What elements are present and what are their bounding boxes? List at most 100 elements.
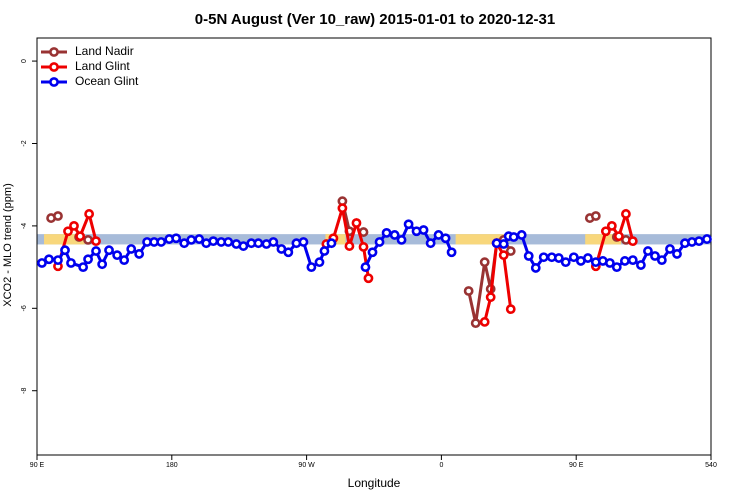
data-point — [156, 237, 167, 247]
data-point — [613, 231, 624, 242]
x-tick-label: 90 W — [298, 462, 315, 469]
y-axis-label: XCO2 - MLO trend (ppm) — [2, 183, 14, 306]
data-point — [53, 255, 63, 265]
data-point — [319, 246, 330, 256]
data-point — [381, 228, 392, 238]
data-point — [530, 263, 541, 273]
data-point — [627, 255, 638, 265]
data-point — [37, 258, 47, 268]
data-point — [119, 255, 130, 265]
data-point — [508, 232, 519, 242]
data-point — [605, 258, 615, 268]
legend-label: Land Glint — [75, 59, 130, 73]
data-point — [194, 234, 205, 244]
data-point — [306, 262, 317, 273]
data-point — [665, 244, 675, 254]
x-tick-label: 90 E — [30, 462, 45, 469]
data-point — [374, 237, 385, 247]
band — [37, 234, 711, 245]
data-point — [363, 273, 374, 284]
data-point — [351, 218, 362, 228]
data-point — [104, 245, 114, 256]
data-point — [84, 209, 95, 219]
y-tick-label: -4 — [21, 223, 28, 229]
data-point — [600, 226, 611, 237]
data-point — [360, 262, 371, 273]
data-point — [344, 241, 355, 251]
y-tick-label: -8 — [21, 388, 28, 394]
data-point — [446, 247, 457, 258]
data-point — [97, 259, 108, 270]
data-point — [53, 211, 63, 221]
x-axis-label: Longitude — [348, 476, 401, 490]
data-point — [78, 262, 89, 273]
data-point — [186, 235, 197, 245]
data-point — [91, 246, 101, 256]
data-point — [553, 253, 564, 263]
data-point — [440, 233, 451, 244]
legend-marker — [49, 77, 59, 87]
data-point — [337, 203, 348, 214]
data-point — [367, 247, 378, 258]
data-point — [611, 262, 622, 273]
data-point — [568, 252, 579, 263]
data-point — [621, 209, 631, 219]
y-tick-label: -2 — [21, 140, 28, 146]
data-point — [516, 230, 527, 240]
data-point — [619, 256, 630, 266]
data-point — [63, 226, 73, 237]
y-tick-label: 0 — [21, 59, 28, 63]
x-tick-label: 540 — [705, 462, 717, 469]
data-point — [479, 257, 490, 268]
data-point — [403, 219, 414, 230]
legend-marker — [49, 47, 59, 57]
data-point — [656, 255, 667, 265]
legend-label: Ocean Glint — [75, 74, 139, 88]
data-point — [326, 238, 337, 249]
data-point — [694, 236, 704, 247]
legend-marker — [49, 62, 59, 72]
plot-frame — [36, 37, 712, 456]
data-point — [627, 236, 638, 247]
data-point — [44, 254, 54, 265]
data-point — [396, 235, 407, 245]
x-tick-label: 90 E — [569, 462, 584, 469]
data-point — [91, 236, 101, 247]
data-point — [83, 254, 93, 265]
data-point — [643, 246, 653, 256]
data-point — [498, 239, 509, 249]
data-point — [418, 225, 429, 235]
data-point — [672, 249, 682, 259]
data-point — [283, 247, 294, 258]
band — [455, 234, 506, 245]
data-point — [505, 304, 516, 315]
data-point — [358, 242, 369, 252]
data-point — [314, 257, 325, 268]
data-point — [505, 246, 516, 256]
data-point — [208, 236, 219, 247]
data-point — [485, 292, 496, 303]
data-point — [479, 317, 490, 327]
data-point — [171, 233, 182, 244]
data-point — [590, 211, 601, 221]
data-point — [470, 318, 481, 329]
x-tick-label: 180 — [166, 462, 178, 469]
data-point — [69, 220, 79, 231]
data-point — [389, 230, 400, 240]
data-point — [702, 234, 712, 244]
data-point — [60, 245, 70, 256]
y-tick-label: -6 — [21, 305, 28, 311]
data-point — [238, 241, 249, 251]
data-point — [298, 237, 309, 247]
legend-label: Land Nadir — [75, 44, 134, 58]
data-point — [636, 260, 646, 270]
data-point — [560, 257, 571, 268]
x-tick-label: 0 — [439, 462, 443, 469]
data-point — [134, 249, 145, 259]
data-point — [223, 237, 234, 247]
chart-title: 0-5N August (Ver 10_raw) 2015-01-01 to 2… — [195, 11, 555, 28]
data-point — [425, 238, 436, 249]
data-point — [66, 258, 76, 268]
data-point — [523, 251, 534, 261]
